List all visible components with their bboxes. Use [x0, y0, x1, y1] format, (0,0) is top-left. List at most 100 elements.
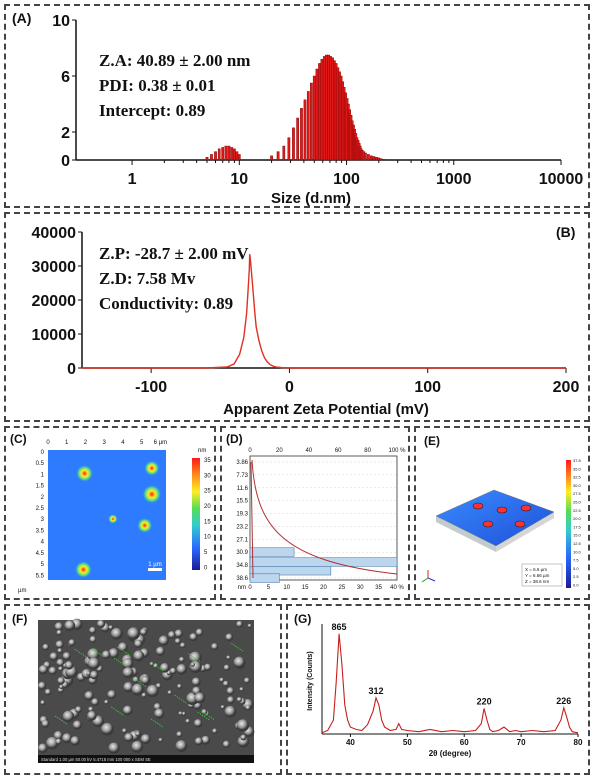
xrd-line: [321, 633, 579, 734]
grain: [122, 667, 134, 679]
grain: [194, 692, 206, 704]
y-tick-label: 2: [41, 495, 45, 501]
cbar-unit: nm: [198, 448, 206, 454]
grain: [62, 733, 72, 744]
grain: [159, 662, 170, 673]
y-tick-label: 5: [41, 562, 45, 568]
grain: [72, 720, 82, 730]
grain: [110, 627, 123, 640]
unit-label: µm: [18, 588, 26, 594]
bar: [312, 75, 316, 161]
surface-side: [436, 516, 496, 552]
grain: [42, 643, 50, 651]
x-tick-label: 2: [84, 440, 88, 446]
grain: [56, 658, 65, 667]
grain: [87, 710, 97, 721]
cbar-tick-label: 10.0: [573, 549, 582, 554]
bar: [276, 151, 280, 161]
x-tick-label: 1: [128, 171, 137, 188]
x-tick-label: 50: [403, 738, 412, 747]
cbar-tick-label: 2.5: [573, 574, 579, 579]
grain: [101, 722, 114, 736]
x-tick-label: 10: [230, 171, 248, 188]
xrd-chart: 40 50 60 70 80 865 312 220 226 2θ (degree) Intensi…: [307, 622, 583, 758]
grain: [134, 639, 143, 649]
bottom-tick-label: 25: [339, 585, 346, 591]
grain: [226, 655, 231, 660]
colorbar: [566, 460, 571, 588]
particle: [74, 560, 93, 579]
grain: [179, 642, 186, 649]
particle-peak: [472, 502, 484, 510]
cbar-tick-label: 35: [204, 458, 211, 464]
particle-peak: [514, 520, 526, 528]
grain: [44, 688, 52, 696]
bar: [214, 151, 217, 161]
bar: [210, 154, 213, 161]
x-tick-label: 4: [121, 440, 125, 446]
legend-text: X = 6.6 µm: [525, 567, 547, 572]
grain: [123, 682, 134, 693]
y-tick-label: 6: [61, 69, 70, 86]
y-tick-label: 11.6: [237, 486, 249, 492]
bottom-tick-label: 0: [248, 585, 252, 591]
grain: [240, 734, 247, 741]
cumulative-curve: [251, 459, 398, 575]
grain: [46, 736, 59, 750]
grain: [87, 648, 100, 661]
bar: [303, 99, 307, 161]
grain: [226, 687, 235, 695]
grain: [222, 740, 231, 749]
y-tick-label: 19.3: [236, 512, 248, 518]
grain: [127, 627, 140, 640]
surface: [435, 489, 555, 547]
cbar-tick-label: 0.0: [573, 583, 579, 588]
grain: [53, 730, 63, 741]
grain: [54, 622, 64, 632]
grain: [169, 667, 177, 675]
bar: [270, 155, 273, 161]
grain: [122, 705, 133, 716]
particle: [136, 517, 153, 534]
cbar-tick-label: 12.5: [573, 541, 582, 546]
grain: [204, 663, 212, 672]
panel-c: (C) 0 1 2 3 4 5 6 µm 0 0.5 1 1.5 2 2.5 3 3.5 4 4.5 5 5.5 µm…: [4, 426, 216, 600]
height-histogram: 0 20 40 60 80 100 % 0 5 10 15 20 25 30 35 40 % 3.86 7.73…: [236, 448, 406, 591]
bar: [318, 63, 321, 161]
y-tick-label: 34.8: [236, 563, 248, 569]
grain: [220, 705, 225, 710]
grain: [86, 671, 91, 676]
y-tick-label: 10: [52, 13, 70, 30]
bottom-tick-label: 20: [320, 585, 327, 591]
cbar-tick-label: 25: [204, 489, 211, 495]
stat-text: Z.P: -28.7 ± 2.00 mV: [99, 244, 249, 263]
x-tick-label: 3: [103, 440, 107, 446]
scale-label: 1 µm: [148, 562, 161, 568]
bar: [379, 158, 383, 161]
grain: [59, 684, 64, 689]
bar: [205, 156, 209, 161]
peak-label: 220: [477, 697, 492, 707]
histogram-bar: [249, 547, 295, 557]
grain: [239, 687, 244, 692]
y-tick-label: 3: [41, 517, 45, 523]
stat-text: PDI: 0.38 ± 0.01: [99, 76, 216, 95]
grain: [87, 657, 101, 670]
bar: [221, 147, 225, 161]
bar: [364, 152, 367, 161]
bottom-tick-label: 35: [375, 585, 382, 591]
grain: [176, 664, 188, 675]
y-tick-label: 0: [61, 153, 70, 170]
y-tick-label: 5.5: [36, 573, 45, 579]
bar: [217, 148, 221, 161]
grain: [233, 656, 246, 669]
distribution-curve: [250, 461, 254, 579]
y-tick-label: 3.5: [36, 528, 45, 534]
grain: [167, 631, 176, 639]
grain: [212, 728, 218, 734]
bar: [233, 148, 236, 161]
panel-b: (B) 40000 30000 20000 10000 0 -100 0 100 200 Appa…: [4, 212, 590, 422]
top-tick-label: 0: [248, 448, 252, 454]
grain: [57, 648, 63, 654]
peak-label: 865: [332, 622, 347, 632]
